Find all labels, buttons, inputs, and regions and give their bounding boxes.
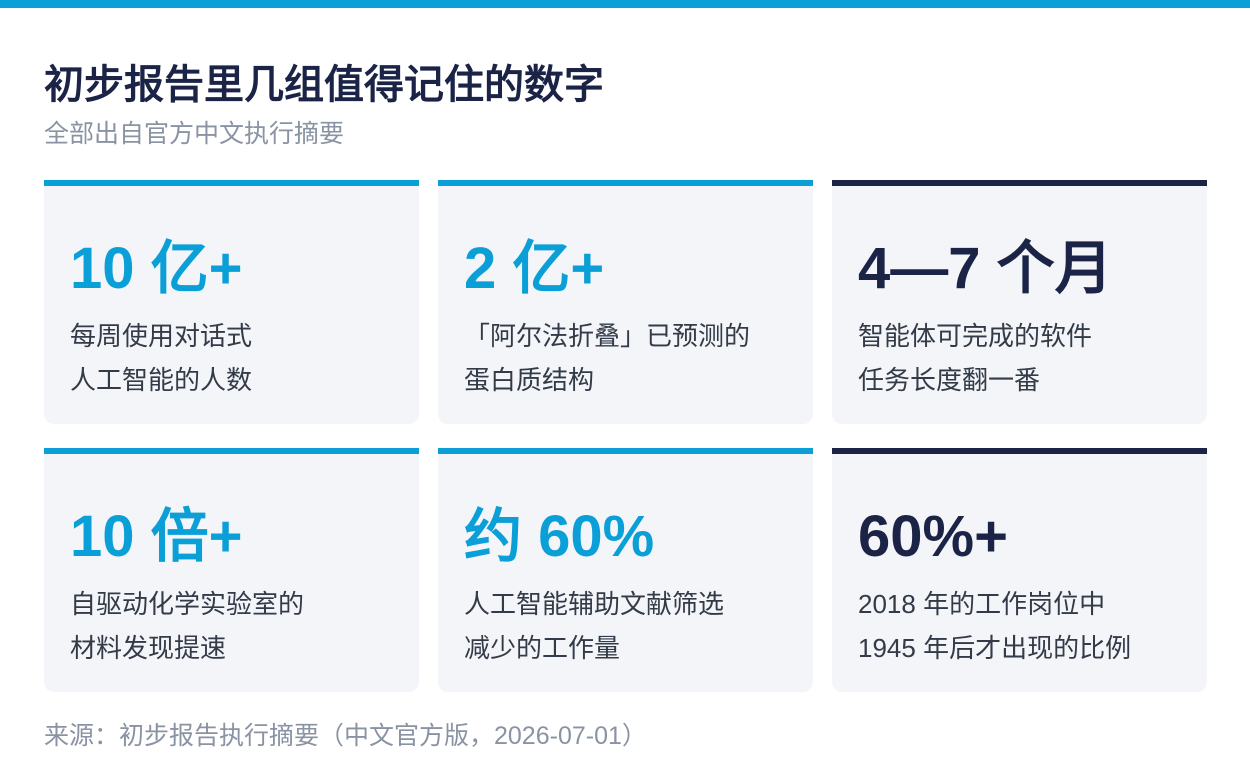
- stat-card: 10 亿+ 每周使用对话式 人工智能的人数: [44, 180, 419, 424]
- stat-card: 约 60% 人工智能辅助文献筛选 减少的工作量: [438, 448, 813, 692]
- description-line: 1945 年后才出现的比例: [858, 633, 1132, 663]
- stat-description: 「阿尔法折叠」已预测的 蛋白质结构: [464, 314, 750, 402]
- description-line: 蛋白质结构: [464, 365, 595, 395]
- subtitle: 全部出自官方中文执行摘要: [44, 120, 345, 148]
- stat-description: 2018 年的工作岗位中 1945 年后才出现的比例: [858, 582, 1131, 670]
- description-line: 自驱动化学实验室的: [70, 589, 305, 619]
- stat-description: 每周使用对话式 人工智能的人数: [70, 314, 252, 402]
- stat-description: 智能体可完成的软件 任务长度翻一番: [858, 314, 1092, 402]
- description-line: 任务长度翻一番: [858, 365, 1041, 395]
- stat-value: 2 亿+: [464, 236, 605, 301]
- stat-description: 人工智能辅助文献筛选 减少的工作量: [464, 582, 724, 670]
- stat-value: 10 亿+: [70, 236, 243, 301]
- stat-value: 60%+: [858, 504, 1008, 569]
- stat-card: 10 倍+ 自驱动化学实验室的 材料发现提速: [44, 448, 419, 692]
- description-line: 减少的工作量: [464, 633, 621, 663]
- stat-value: 10 倍+: [70, 504, 243, 569]
- stat-value: 约 60%: [464, 504, 655, 569]
- description-line: 2018 年的工作岗位中: [858, 589, 1106, 619]
- description-line: 每周使用对话式: [70, 321, 253, 351]
- stat-description: 自驱动化学实验室的 材料发现提速: [70, 582, 304, 670]
- source: 来源：初步报告执行摘要（中文官方版，2026-07-01）: [44, 722, 647, 750]
- stat-value: 4—7 个月: [858, 236, 1113, 301]
- title: 初步报告里几组值得记住的数字: [44, 63, 604, 107]
- stat-card: 60%+ 2018 年的工作岗位中 1945 年后才出现的比例: [832, 448, 1207, 692]
- stat-card: 2 亿+ 「阿尔法折叠」已预测的 蛋白质结构: [438, 180, 813, 424]
- description-line: 材料发现提速: [70, 633, 227, 663]
- description-line: 人工智能辅助文献筛选: [464, 589, 725, 619]
- stat-card: 4—7 个月智能体可完成的软件 任务长度翻一番: [832, 180, 1207, 424]
- card-grid: 10 亿+ 每周使用对话式 人工智能的人数 2 亿+ 「阿尔法折叠」已预测的 蛋白质结构 4…: [44, 180, 1207, 692]
- description-line: 「阿尔法折叠」已预测的: [464, 321, 751, 351]
- description-line: 智能体可完成的软件: [858, 321, 1093, 351]
- top-bar: [0, 0, 1250, 8]
- description-line: 人工智能的人数: [70, 365, 253, 395]
